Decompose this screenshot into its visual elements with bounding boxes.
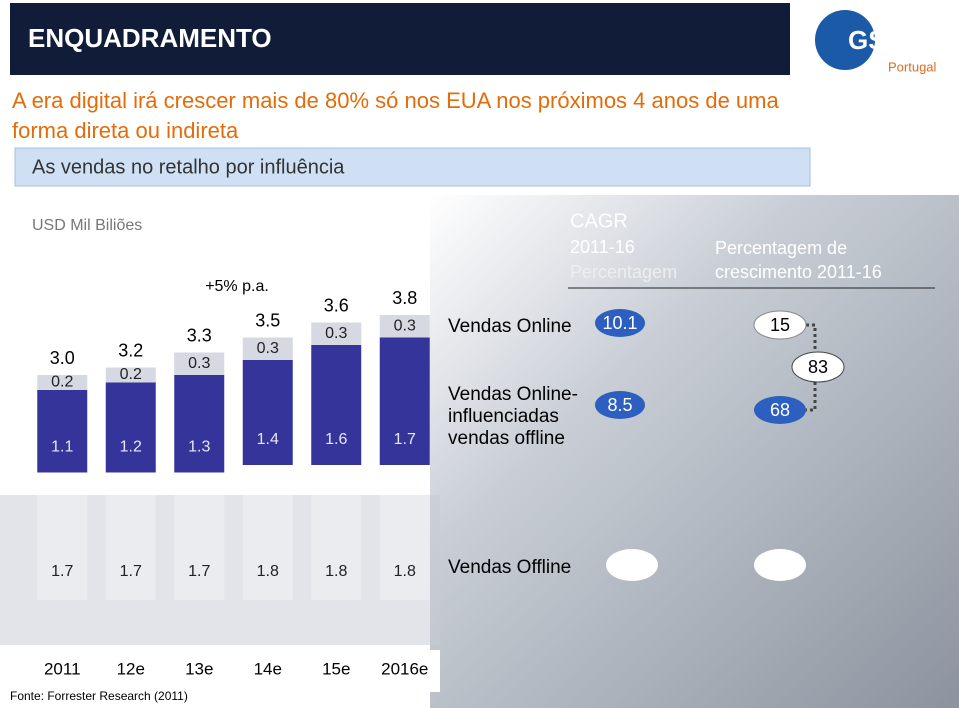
value-label: 1.1 (51, 439, 73, 456)
bar-segment (174, 375, 225, 473)
bar-segment (37, 472, 88, 600)
value-label: 1.7 (51, 563, 73, 580)
cagr-period: 2011-16 (570, 237, 635, 257)
value-label: 1.8 (257, 563, 279, 580)
x-tick-label: 2016e (381, 659, 428, 678)
x-tick-label: 15e (322, 659, 350, 678)
headline: A era digital irá crescer mais de 80% só… (12, 88, 779, 143)
bar-segment (242, 337, 293, 360)
banner-box (14, 147, 811, 187)
bar-segment (174, 472, 225, 600)
category-band (0, 650, 440, 692)
value-label: 0.2 (51, 374, 73, 391)
bar-segment (37, 375, 88, 390)
empty-oval (606, 549, 658, 581)
empty-oval (754, 549, 806, 581)
legend-label: Vendas Online (448, 316, 572, 337)
growth-value: 83 (808, 357, 828, 377)
x-tick-label: 14e (254, 659, 282, 678)
value-label: 1.7 (188, 563, 210, 580)
value-label: 1.3 (188, 439, 210, 456)
bar-segment (105, 472, 156, 600)
bar-segment (105, 367, 156, 383)
bracket (806, 323, 817, 412)
annotation: +5% p.a. (205, 278, 269, 295)
bar-segment (379, 315, 430, 338)
value-label: 0.3 (257, 340, 279, 357)
value-label: 0.3 (188, 355, 210, 372)
value-label: 1.7 (120, 563, 142, 580)
keyboard-background (430, 195, 959, 708)
value-label: 0.3 (325, 325, 347, 342)
logo-subtitle: Portugal (888, 59, 937, 74)
bar-segment (311, 345, 362, 465)
banner: As vendas no retalho por influência (32, 156, 345, 178)
cagr-title: CAGR (570, 210, 628, 232)
bar-segment (37, 390, 88, 473)
value-label: 1.6 (325, 431, 347, 448)
value-label: 0.3 (394, 317, 416, 334)
total-label: 3.5 (255, 310, 280, 330)
bar-segment (174, 352, 225, 375)
bar-segment (242, 360, 293, 465)
growth-oval (753, 310, 807, 340)
bar-segment (379, 337, 430, 465)
value-label: 1.7 (394, 431, 416, 448)
lower-band (0, 495, 440, 645)
growth-oval (754, 396, 806, 424)
cagr-value: 8.5 (607, 395, 632, 415)
bar-segment (311, 465, 362, 600)
value-label: 1.8 (394, 563, 416, 580)
total-label: 3.2 (118, 340, 143, 360)
total-label: 3.0 (50, 348, 75, 368)
total-label: 3.3 (187, 325, 212, 345)
total-label: 3.6 (324, 295, 349, 315)
cagr-value: 10.1 (602, 313, 637, 333)
y-label: USD Mil Biliões (32, 217, 142, 234)
value-label: 0.2 (120, 366, 142, 383)
cagr-oval (595, 391, 645, 419)
growth-title: Percentagem de crescimento 2011-16 (715, 238, 882, 282)
annotation-box (190, 275, 285, 299)
value-label: 1.8 (325, 563, 347, 580)
growth-value: 15 (770, 315, 790, 335)
source: Fonte: Forrester Research (2011) (10, 689, 188, 703)
header-title: ENQUADRAMENTO (28, 23, 272, 53)
x-tick-label: 12e (117, 659, 145, 678)
logo-text: GS1 (848, 25, 900, 55)
value-label: 1.2 (120, 439, 142, 456)
value-label: 1.4 (257, 431, 279, 448)
legend-label: Vendas Online-influenciadas vendas offli… (448, 384, 578, 449)
total-label: 3.8 (392, 288, 417, 308)
bar-segment (242, 465, 293, 600)
bar-segment (379, 465, 430, 600)
header-bar (10, 3, 790, 75)
cagr-unit: Percentagem (570, 262, 677, 282)
x-tick-label: 13e (185, 659, 213, 678)
legend-label: Vendas Offline (448, 557, 572, 578)
bar-segment (105, 382, 156, 473)
growth-value: 68 (770, 400, 790, 420)
bar-segment (311, 322, 362, 345)
logo-mark (815, 10, 875, 70)
cagr-oval (595, 309, 645, 337)
growth-oval (791, 351, 845, 383)
x-tick-label: 2011 (44, 659, 81, 678)
